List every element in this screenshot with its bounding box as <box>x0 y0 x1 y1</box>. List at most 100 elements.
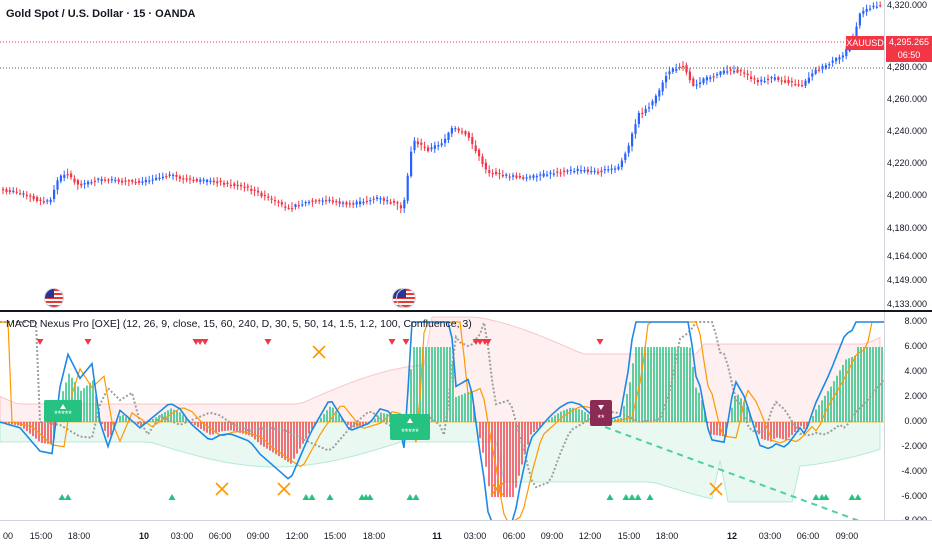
candle-body <box>638 113 640 124</box>
candle-body <box>39 200 41 201</box>
candle-body <box>468 133 470 138</box>
candle-body <box>808 78 810 83</box>
histogram-bar <box>782 422 784 439</box>
candle-body <box>250 189 252 191</box>
histogram-bar <box>122 415 124 422</box>
candle-body <box>859 13 861 25</box>
candle-body <box>148 181 150 182</box>
histogram-bar <box>455 397 457 422</box>
candle-body <box>842 55 844 57</box>
candle-body <box>199 180 201 182</box>
candle-body <box>213 181 215 182</box>
candle-body <box>597 172 599 174</box>
candle-body <box>383 198 385 201</box>
histogram-bar <box>326 410 328 422</box>
candle-body <box>651 101 653 105</box>
histogram-bar <box>176 411 178 422</box>
us-flag-icon[interactable] <box>396 288 416 308</box>
time-axis[interactable]: 00 15:00 18:00 10 03:00 06:00 09:00 12:0… <box>0 520 932 551</box>
price-chart-canvas[interactable] <box>0 0 884 310</box>
histogram-bar <box>83 388 85 422</box>
histogram-bar <box>566 409 568 422</box>
histogram-bar <box>257 422 259 442</box>
candle-body <box>410 152 412 176</box>
histogram-bar <box>815 410 817 423</box>
candle-body <box>512 175 514 176</box>
histogram-bar <box>197 422 199 427</box>
histogram-bar <box>641 347 643 422</box>
histogram-bar <box>854 356 856 422</box>
histogram-bar <box>437 347 439 422</box>
candle-body <box>580 170 582 171</box>
up-triangle-icon <box>855 494 862 500</box>
price-pane[interactable]: Gold Spot / U.S. Dollar · 15 · OANDA XAU… <box>0 0 932 310</box>
candle-body <box>220 181 222 182</box>
histogram-bar <box>731 408 733 422</box>
histogram-bar <box>668 347 670 422</box>
histogram-bar <box>830 387 832 422</box>
price-tick: 4,220.000 <box>887 158 927 168</box>
down-triangle-icon <box>389 339 396 345</box>
candle-body <box>750 77 752 79</box>
candle-body <box>362 202 364 203</box>
indicator-chart-canvas[interactable]: ************ <box>0 312 884 520</box>
indicator-tick: 0.000 <box>904 416 927 426</box>
histogram-bar <box>647 347 649 422</box>
candle-body <box>604 169 606 170</box>
candle-body <box>566 171 568 172</box>
candle-body <box>121 181 123 183</box>
histogram-bar <box>290 422 292 464</box>
candle-body <box>645 109 647 113</box>
candle-body <box>835 58 837 61</box>
histogram-bar <box>323 414 325 422</box>
us-flag-icon[interactable] <box>44 288 64 308</box>
candle-body <box>515 175 517 177</box>
candle-body <box>311 201 313 202</box>
histogram-bar <box>461 395 463 423</box>
candle-body <box>869 9 871 10</box>
candle-body <box>135 182 137 183</box>
histogram-bar <box>683 347 685 422</box>
histogram-bar <box>875 347 877 422</box>
candle-body <box>19 193 21 194</box>
candle-body <box>158 178 160 179</box>
histogram-bar <box>452 362 454 422</box>
up-triangle-icon <box>327 494 334 500</box>
candle-body <box>233 184 235 186</box>
candle-body <box>594 171 596 172</box>
indicator-tick: 4.000 <box>904 366 927 376</box>
histogram-bar <box>554 415 556 422</box>
candle-body <box>138 181 140 183</box>
up-triangle-icon <box>309 494 316 500</box>
histogram-bar <box>320 418 322 422</box>
candle-body <box>505 175 507 176</box>
candle-body <box>451 128 453 133</box>
histogram-bar <box>551 417 553 422</box>
histogram-bar <box>26 422 28 431</box>
indicator-axis[interactable]: 8.000 6.000 4.000 2.000 0.000 -2.000 -4.… <box>884 312 932 520</box>
badge-stars: ** <box>597 413 605 423</box>
candle-body <box>631 134 633 147</box>
histogram-bar <box>665 347 667 422</box>
histogram-bar <box>734 396 736 422</box>
candle-body <box>247 186 249 187</box>
candle-body <box>488 170 490 173</box>
candle-body <box>226 183 228 184</box>
candle-body <box>46 200 48 201</box>
candle-body <box>794 84 796 85</box>
candle-body <box>798 84 800 85</box>
candle-body <box>553 174 555 175</box>
candle-body <box>318 200 320 201</box>
candle-body <box>563 171 565 172</box>
histogram-bar <box>680 347 682 422</box>
candle-body <box>838 57 840 59</box>
histogram-bar <box>8 422 10 424</box>
candle-body <box>679 67 681 68</box>
candle-body <box>770 77 772 78</box>
histogram-bar <box>431 347 433 422</box>
price-tick: 4,260.000 <box>887 94 927 104</box>
candle-body <box>84 183 86 184</box>
candle-body <box>577 169 579 171</box>
candle-body <box>825 65 827 68</box>
indicator-pane[interactable]: ************ MACD Nexus Pro [OXE] (12, 2… <box>0 312 932 520</box>
